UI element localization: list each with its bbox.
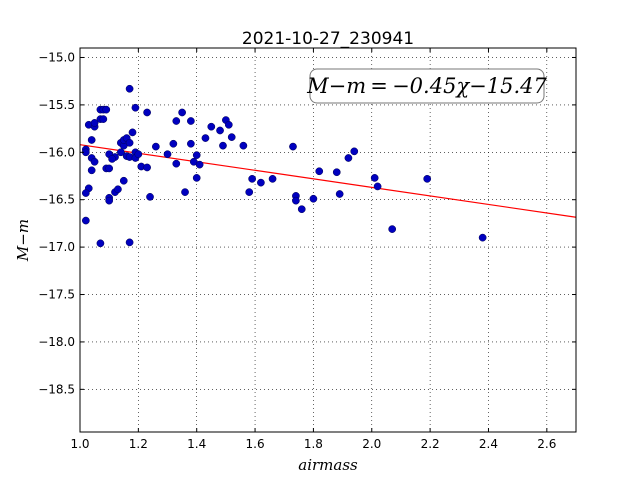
- data-point: [105, 196, 114, 205]
- data-point: [128, 128, 137, 137]
- data-points: [81, 84, 487, 248]
- data-point: [187, 139, 195, 148]
- data-point: [195, 160, 204, 169]
- data-point: [335, 190, 344, 198]
- data-point: [172, 117, 181, 125]
- data-point: [248, 174, 256, 183]
- data-point: [207, 122, 216, 131]
- data-point: [169, 139, 178, 148]
- data-point: [81, 189, 90, 197]
- x-tick-label: 1.4: [187, 437, 206, 451]
- data-point: [105, 164, 114, 173]
- data-point: [219, 141, 227, 150]
- y-tick-label: −18.5: [38, 382, 75, 396]
- data-point: [152, 142, 160, 151]
- data-point: [119, 176, 128, 185]
- data-point: [90, 157, 99, 166]
- data-point: [289, 142, 297, 151]
- data-point: [131, 103, 140, 112]
- data-point: [192, 151, 201, 159]
- y-tick-label: −18.0: [38, 335, 75, 349]
- data-point: [181, 188, 189, 196]
- data-point: [81, 216, 90, 225]
- data-point: [172, 159, 181, 168]
- data-point: [114, 185, 122, 194]
- data-point: [224, 120, 233, 129]
- data-point: [201, 134, 210, 142]
- x-tick-label: 2.0: [362, 437, 381, 451]
- y-tick-label: −16.0: [38, 145, 75, 159]
- x-tick-label: 1.6: [246, 437, 265, 451]
- x-tick-label: 1.8: [304, 437, 323, 451]
- data-point: [239, 141, 248, 150]
- y-axis-label: M−m: [14, 219, 32, 262]
- plot-frame: [79, 47, 577, 433]
- y-tick-label: −15.5: [38, 98, 75, 112]
- y-tick-label: −16.5: [38, 193, 75, 207]
- axis-ticks: 1.0 1.2 1.4 1.6 1.8 2.0 2.2 2.4 2.6 −15.0 −15.5 −16…: [38, 48, 576, 451]
- data-point: [87, 136, 96, 144]
- data-point: [96, 239, 105, 248]
- data-point: [146, 193, 154, 201]
- data-point: [423, 174, 432, 183]
- y-tick-label: −17.5: [38, 288, 75, 302]
- data-point: [87, 166, 96, 175]
- x-axis-label: airmass: [298, 456, 358, 474]
- data-point: [102, 105, 111, 114]
- data-point: [292, 196, 300, 205]
- fit-line-layer: [79, 144, 577, 218]
- data-point: [187, 117, 195, 125]
- annotation-box: [309, 68, 545, 104]
- data-point: [478, 233, 487, 242]
- x-tick-label: 2.4: [479, 437, 498, 451]
- data-point: [192, 174, 201, 182]
- data-point: [315, 167, 324, 176]
- data-point: [297, 205, 306, 214]
- annotation-text: M−m = −0.45χ−15.47: [306, 74, 547, 98]
- data-point: [268, 174, 277, 183]
- data-point: [178, 108, 186, 117]
- data-point: [125, 84, 134, 93]
- chart-title: 2021-10-27_230941: [242, 29, 414, 49]
- data-point: [163, 150, 172, 159]
- data-point: [134, 150, 143, 159]
- y-tick-label: −17.0: [38, 240, 75, 254]
- data-point: [143, 108, 151, 117]
- data-point: [216, 126, 224, 135]
- data-point: [125, 238, 134, 247]
- data-point: [245, 188, 254, 196]
- data-point: [143, 163, 151, 172]
- x-tick-label: 1.2: [129, 437, 148, 451]
- data-point: [344, 154, 353, 162]
- x-tick-label: 2.2: [421, 437, 440, 451]
- data-point: [370, 174, 379, 182]
- data-point: [99, 115, 108, 123]
- data-point: [227, 133, 236, 141]
- data-point: [257, 178, 265, 187]
- data-point: [332, 168, 341, 177]
- data-point: [116, 148, 125, 157]
- data-point: [373, 182, 382, 191]
- x-tick-label: 1.0: [70, 437, 89, 451]
- y-tick-label: −15.0: [38, 50, 75, 64]
- grid-lines: [79, 48, 576, 432]
- data-point: [350, 147, 359, 156]
- data-point: [125, 138, 134, 147]
- x-tick-label: 2.6: [537, 437, 556, 451]
- fit-line: [79, 144, 577, 218]
- data-point: [108, 155, 116, 163]
- fit-annotation: M−m = −0.45χ−15.47: [306, 68, 548, 104]
- data-point: [309, 194, 318, 203]
- data-point: [90, 119, 99, 127]
- data-point: [388, 225, 397, 233]
